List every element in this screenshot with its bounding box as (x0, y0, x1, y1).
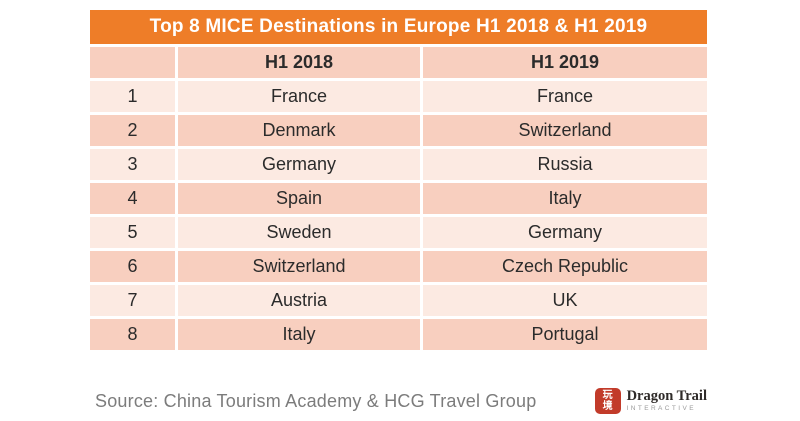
dragon-trail-seal-icon: 玩 境 (594, 388, 621, 414)
seal-character-bottom: 境 (602, 401, 613, 412)
h1-2018-cell: Spain (178, 183, 423, 217)
h1-2018-cell: Austria (178, 285, 423, 319)
column-header-h1-2019: H1 2019 (423, 47, 707, 81)
rank-cell: 6 (90, 251, 178, 285)
rank-cell: 2 (90, 115, 178, 149)
h1-2018-cell: Italy (178, 319, 423, 353)
h1-2019-cell: Russia (423, 149, 707, 183)
table-row: 5 Sweden Germany (90, 217, 707, 251)
h1-2019-cell: UK (423, 285, 707, 319)
rank-cell: 3 (90, 149, 178, 183)
mice-ranking-table: H1 2018 H1 2019 1 France France 2 Denmar… (90, 47, 707, 353)
rank-cell: 1 (90, 81, 178, 115)
logo-brand-name: Dragon Trail (626, 388, 707, 404)
h1-2019-cell: Germany (423, 217, 707, 251)
table-header-row: H1 2018 H1 2019 (90, 47, 707, 81)
page-title: Top 8 MICE Destinations in Europe H1 201… (90, 10, 707, 44)
table-row: 8 Italy Portugal (90, 319, 707, 353)
h1-2018-cell: France (178, 81, 423, 115)
rank-cell: 7 (90, 285, 178, 319)
rank-cell: 4 (90, 183, 178, 217)
seal-character-top: 玩 (602, 390, 613, 401)
column-header-rank (90, 47, 178, 81)
h1-2019-cell: Czech Republic (423, 251, 707, 285)
h1-2018-cell: Switzerland (178, 251, 423, 285)
table-row: 7 Austria UK (90, 285, 707, 319)
h1-2019-cell: Portugal (423, 319, 707, 353)
h1-2018-cell: Sweden (178, 217, 423, 251)
table-row: 1 France France (90, 81, 707, 115)
footer: Source: China Tourism Academy & HCG Trav… (90, 384, 707, 418)
h1-2018-cell: Germany (178, 149, 423, 183)
rank-cell: 8 (90, 319, 178, 353)
dragon-trail-logo: 玩 境 Dragon Trail INTERACTIVE (594, 388, 707, 414)
h1-2019-cell: France (423, 81, 707, 115)
logo-text: Dragon Trail INTERACTIVE (627, 389, 707, 413)
h1-2018-cell: Denmark (178, 115, 423, 149)
logo-subtitle: INTERACTIVE (626, 405, 696, 412)
source-note: Source: China Tourism Academy & HCG Trav… (95, 390, 537, 411)
h1-2019-cell: Italy (423, 183, 707, 217)
table-row: 6 Switzerland Czech Republic (90, 251, 707, 285)
column-header-h1-2018: H1 2018 (178, 47, 423, 81)
table-row: 2 Denmark Switzerland (90, 115, 707, 149)
h1-2019-cell: Switzerland (423, 115, 707, 149)
table-row: 3 Germany Russia (90, 149, 707, 183)
table-row: 4 Spain Italy (90, 183, 707, 217)
rank-cell: 5 (90, 217, 178, 251)
